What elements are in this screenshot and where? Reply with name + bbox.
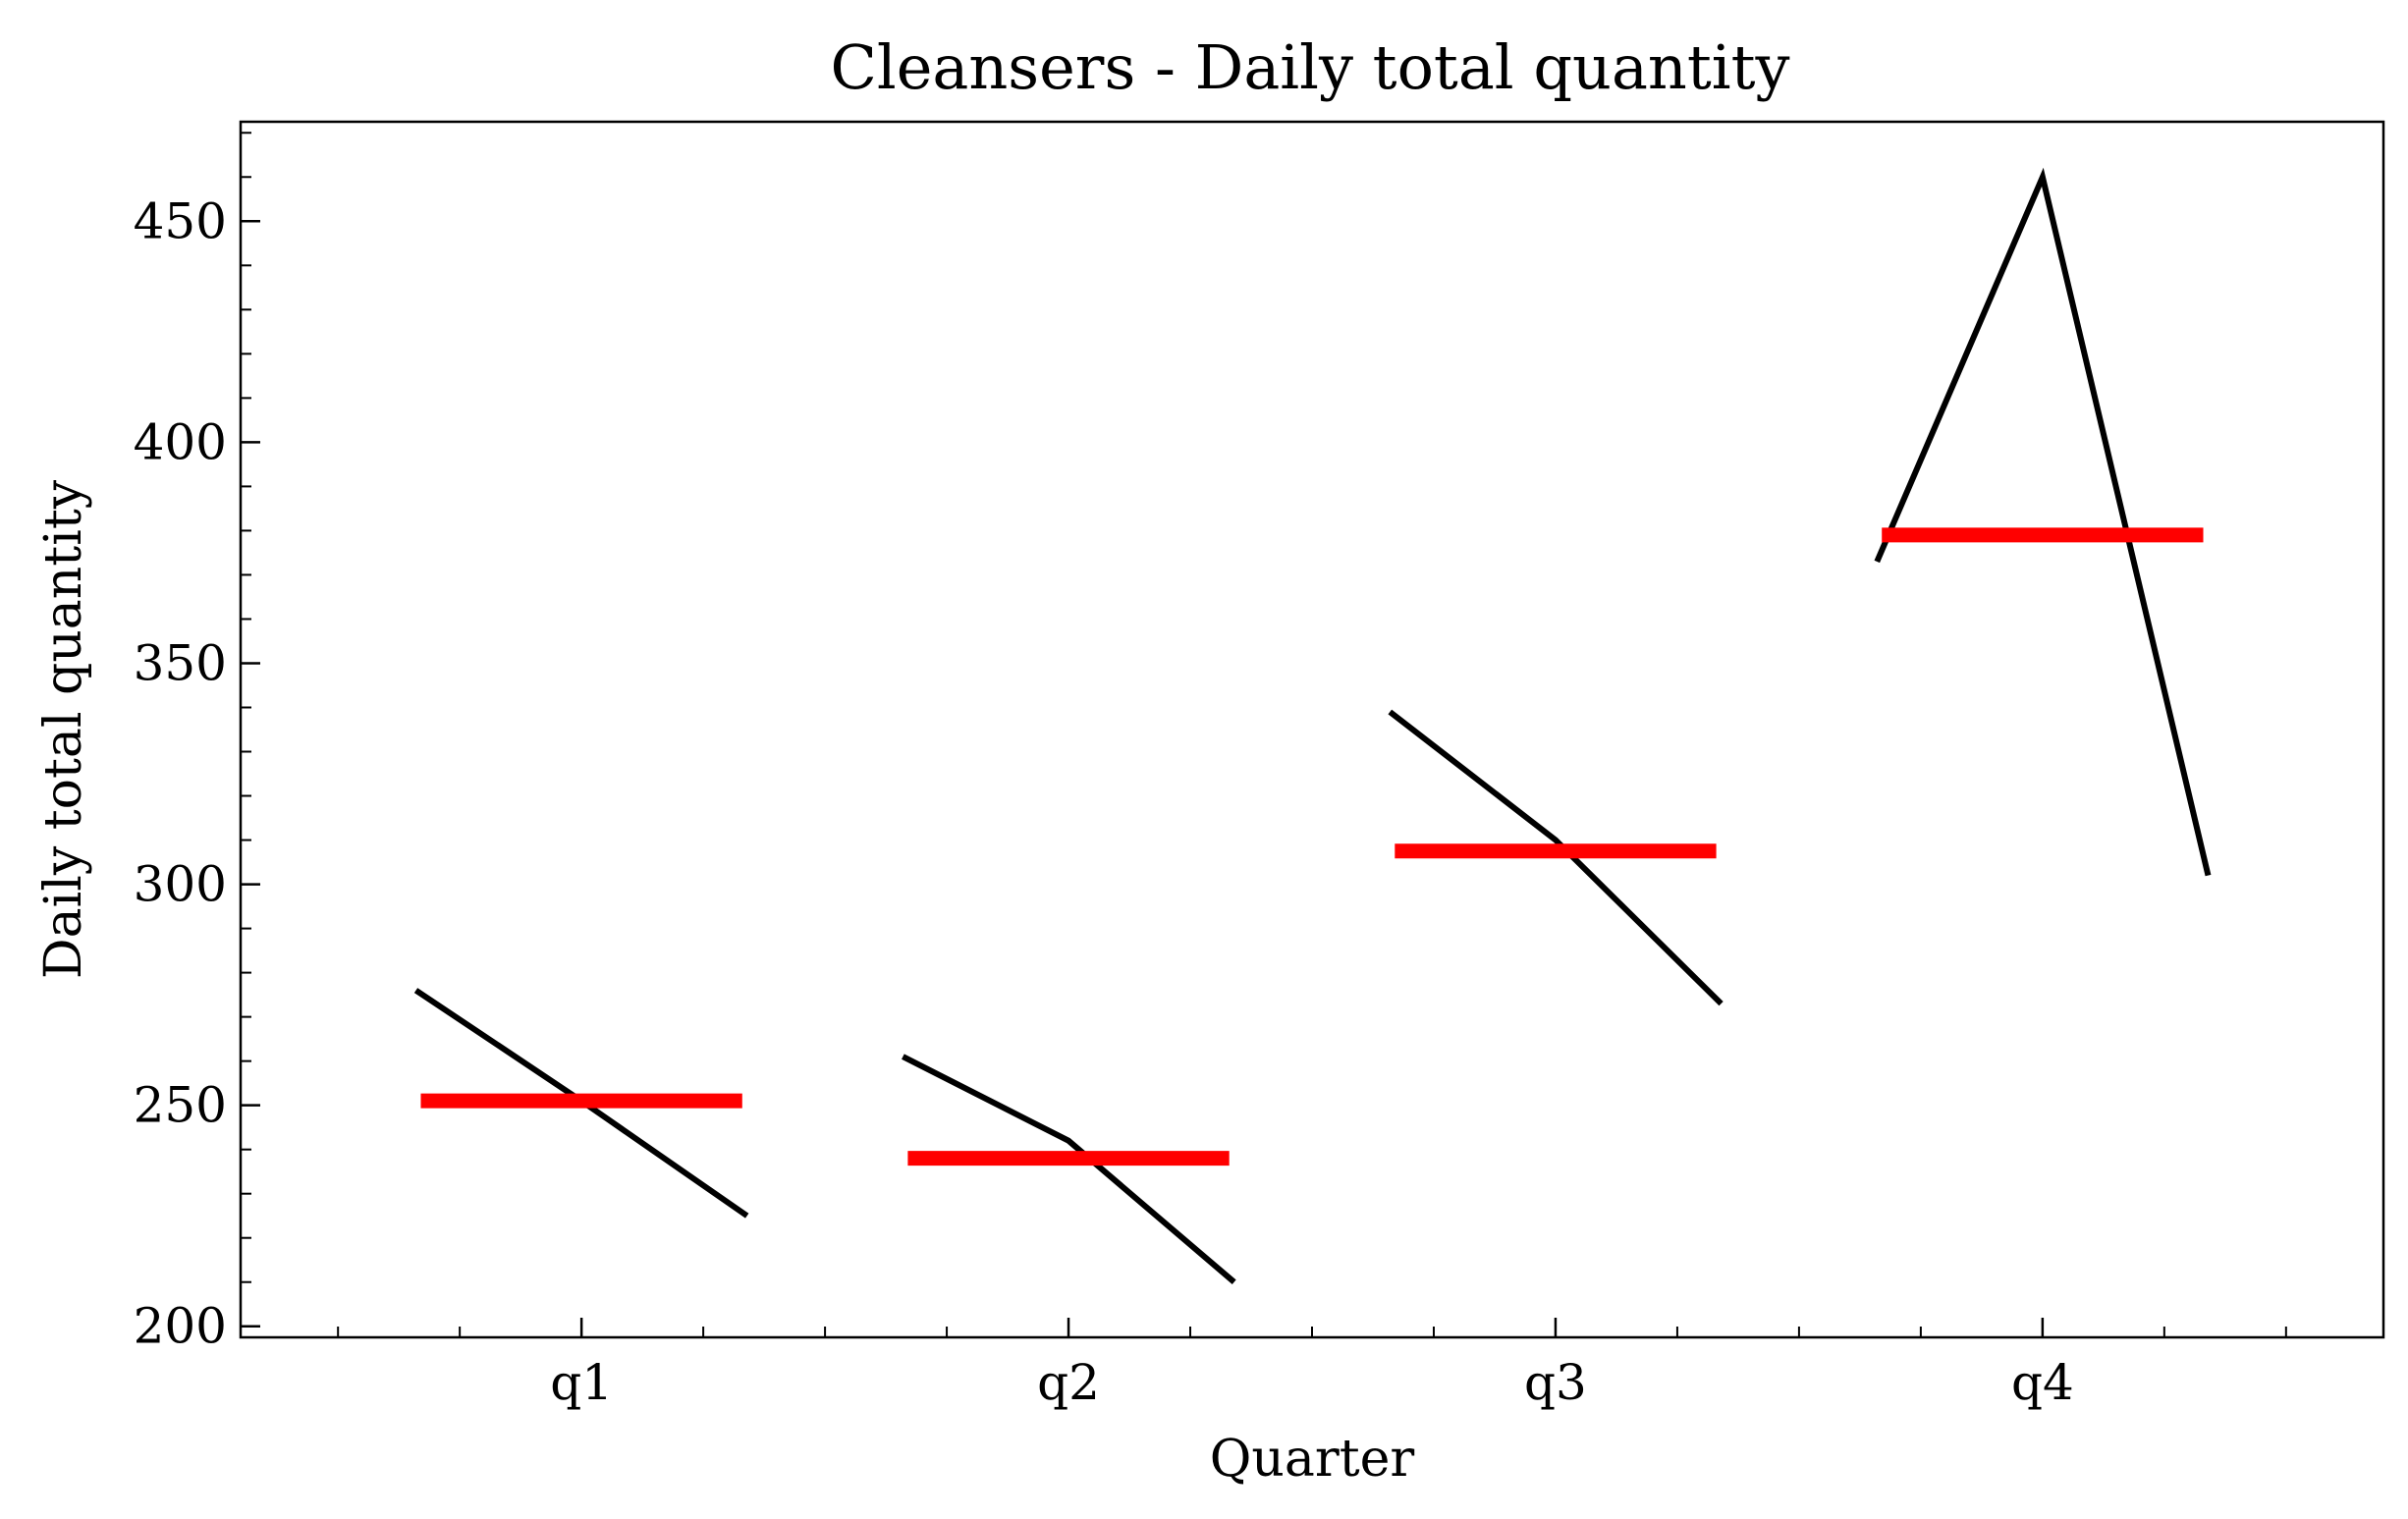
plot-area (239, 120, 2385, 1339)
quarter-line-q4 (1874, 167, 2212, 877)
x-tick-label-q4: q4 (2011, 1354, 2074, 1411)
y-tick-label: 250 (134, 1077, 227, 1134)
x-axis-label: Quarter (1210, 1430, 1415, 1489)
y-tick-label: 350 (134, 634, 227, 691)
y-axis-label: Daily total quantity (34, 479, 93, 979)
x-tick-label-q2: q2 (1037, 1354, 1100, 1411)
x-axis: q1 q2 q3 q4 (337, 1318, 2287, 1411)
y-tick-label: 300 (134, 856, 227, 913)
x-tick-label-q1: q1 (550, 1354, 613, 1411)
quarter-line-q2 (902, 1054, 1236, 1284)
y-axis: 200 250 300 350 400 450 (134, 132, 260, 1355)
chart-title: Cleansers - Daily total quantity (830, 31, 1789, 103)
plot-frame (239, 120, 2385, 1339)
series-layer (413, 167, 2212, 1284)
y-tick-label: 450 (134, 192, 227, 249)
y-tick-label: 200 (134, 1298, 227, 1355)
quarter-line-q3 (1388, 709, 1724, 1006)
x-tick-label-q3: q3 (1524, 1354, 1587, 1411)
y-tick-label: 400 (134, 413, 227, 470)
